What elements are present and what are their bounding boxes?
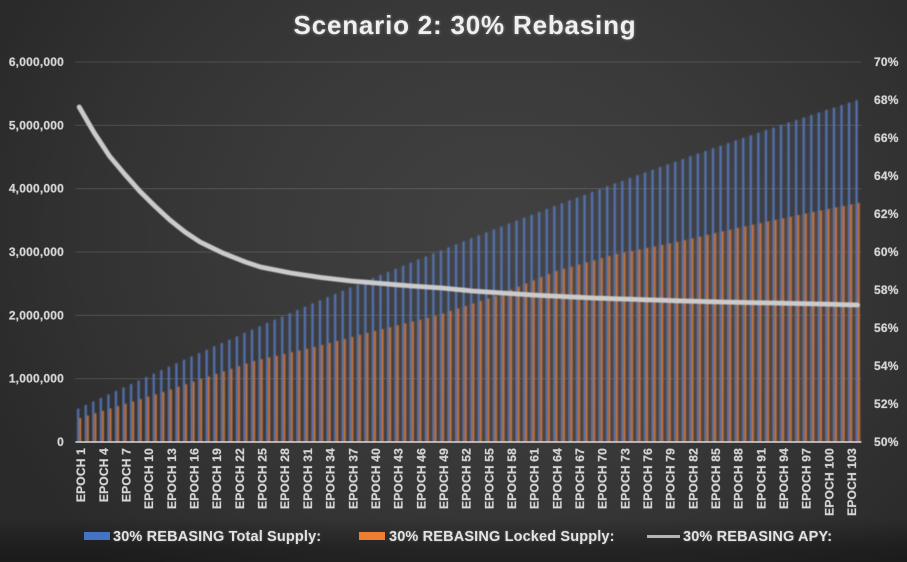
svg-text:EPOCH 31: EPOCH 31 xyxy=(301,448,315,509)
svg-text:70%: 70% xyxy=(874,55,899,69)
svg-text:EPOCH 13: EPOCH 13 xyxy=(165,448,179,509)
svg-text:EPOCH 88: EPOCH 88 xyxy=(732,448,746,509)
svg-text:EPOCH 25: EPOCH 25 xyxy=(256,448,270,509)
svg-text:2,000,000: 2,000,000 xyxy=(9,308,64,322)
svg-text:56%: 56% xyxy=(874,321,899,335)
svg-text:54%: 54% xyxy=(874,359,899,373)
svg-text:66%: 66% xyxy=(874,131,899,145)
svg-text:EPOCH 37: EPOCH 37 xyxy=(346,448,360,509)
svg-text:EPOCH 82: EPOCH 82 xyxy=(686,448,700,509)
svg-text:EPOCH 10: EPOCH 10 xyxy=(142,448,156,509)
svg-text:EPOCH 52: EPOCH 52 xyxy=(460,448,474,509)
svg-text:EPOCH 91: EPOCH 91 xyxy=(754,448,768,509)
svg-text:60%: 60% xyxy=(874,245,899,259)
svg-text:EPOCH 22: EPOCH 22 xyxy=(233,448,247,509)
svg-text:EPOCH 46: EPOCH 46 xyxy=(414,448,428,509)
svg-text:EPOCH 67: EPOCH 67 xyxy=(573,448,587,509)
svg-text:0: 0 xyxy=(57,435,64,449)
svg-text:EPOCH 34: EPOCH 34 xyxy=(324,448,338,509)
svg-text:EPOCH 4: EPOCH 4 xyxy=(97,448,111,502)
svg-text:EPOCH 58: EPOCH 58 xyxy=(505,448,519,509)
svg-text:EPOCH 85: EPOCH 85 xyxy=(709,448,723,509)
svg-text:EPOCH 28: EPOCH 28 xyxy=(278,448,292,509)
svg-text:EPOCH 61: EPOCH 61 xyxy=(528,448,542,509)
svg-text:EPOCH 94: EPOCH 94 xyxy=(777,448,791,509)
svg-text:EPOCH 43: EPOCH 43 xyxy=(392,448,406,509)
svg-text:EPOCH 97: EPOCH 97 xyxy=(800,448,814,509)
svg-text:3,000,000: 3,000,000 xyxy=(9,245,64,259)
svg-text:EPOCH 100: EPOCH 100 xyxy=(822,448,836,516)
svg-text:1,000,000: 1,000,000 xyxy=(9,372,64,386)
svg-text:62%: 62% xyxy=(874,207,899,221)
svg-text:58%: 58% xyxy=(874,283,899,297)
svg-text:EPOCH 55: EPOCH 55 xyxy=(482,448,496,509)
svg-text:EPOCH 103: EPOCH 103 xyxy=(845,448,859,516)
svg-text:EPOCH 16: EPOCH 16 xyxy=(188,448,202,509)
svg-text:5,000,000: 5,000,000 xyxy=(9,118,64,132)
svg-text:EPOCH 79: EPOCH 79 xyxy=(664,448,678,509)
svg-text:EPOCH 49: EPOCH 49 xyxy=(437,448,451,509)
svg-text:EPOCH 76: EPOCH 76 xyxy=(641,448,655,509)
svg-text:EPOCH 73: EPOCH 73 xyxy=(618,448,632,509)
svg-text:4,000,000: 4,000,000 xyxy=(9,182,64,196)
svg-text:50%: 50% xyxy=(874,435,899,449)
svg-text:EPOCH 40: EPOCH 40 xyxy=(369,448,383,509)
svg-text:EPOCH 19: EPOCH 19 xyxy=(210,448,224,509)
svg-text:6,000,000: 6,000,000 xyxy=(9,55,64,69)
svg-text:68%: 68% xyxy=(874,93,899,107)
svg-text:EPOCH 64: EPOCH 64 xyxy=(550,448,564,509)
svg-text:EPOCH 70: EPOCH 70 xyxy=(596,448,610,509)
svg-text:EPOCH 1: EPOCH 1 xyxy=(74,448,88,502)
svg-text:EPOCH 7: EPOCH 7 xyxy=(120,448,134,502)
svg-text:52%: 52% xyxy=(874,397,899,411)
svg-text:64%: 64% xyxy=(874,169,899,183)
